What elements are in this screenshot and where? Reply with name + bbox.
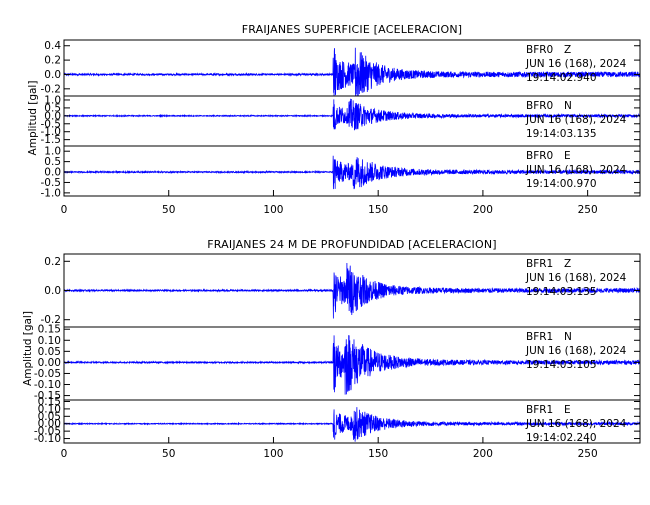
x-tick-label: 50 bbox=[162, 448, 175, 460]
trace-row-1: 0.2 0.0 -0.2 BFR1 Z JUN 16 (168), 2024 19:14:0… bbox=[41, 256, 641, 326]
y-tick-label: 1.0 bbox=[44, 146, 61, 158]
x-tick-label: 0 bbox=[61, 448, 68, 460]
station-name: BFR1 bbox=[526, 404, 553, 416]
station-component: N bbox=[564, 331, 572, 343]
trace-row-3: 0.150.100.050.00-0.05-0.10 BFR1 E JUN 16 (1… bbox=[34, 396, 641, 445]
y-tick-label: 0.10 bbox=[38, 335, 61, 347]
y-tick-label: -0.10 bbox=[34, 379, 61, 391]
station-start-time: 19:14:03.105 bbox=[526, 359, 597, 371]
x-tick-label: 100 bbox=[263, 204, 283, 216]
station-start-time: 19:14:00.970 bbox=[526, 178, 597, 190]
station-date: JUN 16 (168), 2024 bbox=[525, 418, 627, 430]
seismogram-panel-2: FRAIJANES 24 M DE PROFUNDIDAD [ACELERACI… bbox=[22, 238, 641, 460]
panel-title: FRAIJANES 24 M DE PROFUNDIDAD [ACELERACI… bbox=[207, 238, 497, 251]
x-tick-label: 150 bbox=[368, 448, 388, 460]
y-tick-label: -1.0 bbox=[41, 187, 62, 199]
y-tick-label: 0.10 bbox=[38, 403, 61, 415]
station-component: Z bbox=[564, 258, 571, 270]
station-date: JUN 16 (168), 2024 bbox=[525, 272, 627, 284]
station-component: N bbox=[564, 100, 572, 112]
y-tick-label: -0.15 bbox=[34, 390, 61, 402]
station-start-time: 19:14:02.240 bbox=[526, 432, 597, 444]
y-tick-label: 0.15 bbox=[38, 396, 61, 408]
y-tick-label: 0.5 bbox=[44, 102, 61, 114]
station-date: JUN 16 (168), 2024 bbox=[525, 114, 627, 126]
y-tick-label: 0.5 bbox=[44, 156, 61, 168]
y-tick-label: 0.0 bbox=[44, 110, 61, 122]
seismogram-panel-1: FRAIJANES SUPERFICIE [ACELERACION] Amplit… bbox=[27, 23, 641, 216]
x-tick-label: 150 bbox=[368, 204, 388, 216]
y-tick-label: -0.05 bbox=[34, 426, 61, 438]
y-tick-label: -0.2 bbox=[41, 314, 62, 326]
station-name: BFR1 bbox=[526, 258, 553, 270]
station-date: JUN 16 (168), 2024 bbox=[525, 58, 627, 70]
x-tick-label: 100 bbox=[263, 448, 283, 460]
y-tick-label: 0.00 bbox=[38, 418, 61, 430]
station-start-time: 19:14:02.940 bbox=[526, 72, 597, 84]
y-tick-label: -0.5 bbox=[41, 177, 62, 189]
panel-frame bbox=[63, 39, 641, 197]
y-tick-label: 0.4 bbox=[44, 40, 61, 52]
waveform-trace bbox=[63, 263, 641, 319]
panel-frame bbox=[63, 253, 641, 444]
y-tick-label: 0.2 bbox=[44, 55, 61, 67]
x-tick-label: 0 bbox=[61, 204, 68, 216]
x-tick-label: 200 bbox=[473, 204, 493, 216]
y-tick-label: -0.2 bbox=[41, 83, 62, 95]
x-tick-label: 50 bbox=[162, 204, 175, 216]
station-name: BFR1 bbox=[526, 331, 553, 343]
station-start-time: 19:14:03.135 bbox=[526, 286, 597, 298]
station-component: E bbox=[564, 404, 571, 416]
station-date: JUN 16 (168), 2024 bbox=[525, 164, 627, 176]
y-tick-label: -0.5 bbox=[41, 118, 62, 130]
y-tick-label: 0.05 bbox=[38, 411, 61, 423]
station-component: E bbox=[564, 150, 571, 162]
waveform-trace bbox=[63, 155, 641, 190]
trace-row-1: 0.4 0.2 0.0 -0.2 BFR0 Z JUN 16 (168), 2024 19:1… bbox=[41, 40, 641, 97]
y-tick-label: 0.05 bbox=[38, 346, 61, 358]
y-tick-label: 0.15 bbox=[38, 324, 61, 336]
waveform-trace bbox=[63, 47, 641, 97]
y-tick-label: 0.0 bbox=[44, 167, 61, 179]
y-tick-label: 0.00 bbox=[38, 357, 61, 369]
waveform-trace bbox=[63, 98, 641, 131]
station-name: BFR0 bbox=[526, 150, 553, 162]
y-tick-label: -1.0 bbox=[41, 126, 62, 138]
y-axis-label: Amplitud [gal] bbox=[27, 81, 39, 156]
x-tick-label: 200 bbox=[473, 448, 493, 460]
trace-row-3: 1.00.50.0-0.5-1.0 BFR0 E JUN 16 (168), 2024… bbox=[41, 145, 641, 199]
y-tick-label: 0.2 bbox=[44, 256, 61, 268]
y-tick-label: 0.0 bbox=[44, 69, 61, 81]
station-name: BFR0 bbox=[526, 100, 553, 112]
waveform-trace bbox=[63, 335, 641, 395]
station-component: Z bbox=[564, 44, 571, 56]
y-tick-label: -1.5 bbox=[41, 134, 62, 146]
y-axis-label: Amplitud [gal] bbox=[22, 311, 34, 386]
y-tick-label: 0.0 bbox=[44, 285, 61, 297]
trace-row-2: 0.150.100.050.00-0.05-0.10-0.15 BFR1 N JUN … bbox=[34, 324, 641, 402]
x-tick-label: 250 bbox=[578, 204, 598, 216]
station-start-time: 19:14:03.135 bbox=[526, 128, 597, 140]
station-date: JUN 16 (168), 2024 bbox=[525, 345, 627, 357]
y-tick-label: 1.0 bbox=[44, 94, 61, 106]
y-tick-label: -0.05 bbox=[34, 368, 61, 380]
x-tick-label: 250 bbox=[578, 448, 598, 460]
trace-row-2: 1.00.50.0-0.5-1.0-1.5 BFR0 N JUN 16 (168), … bbox=[41, 94, 641, 146]
y-tick-label: -0.10 bbox=[34, 433, 61, 445]
panel-title: FRAIJANES SUPERFICIE [ACELERACION] bbox=[242, 23, 463, 36]
waveform-trace bbox=[63, 407, 641, 442]
station-name: BFR0 bbox=[526, 44, 553, 56]
